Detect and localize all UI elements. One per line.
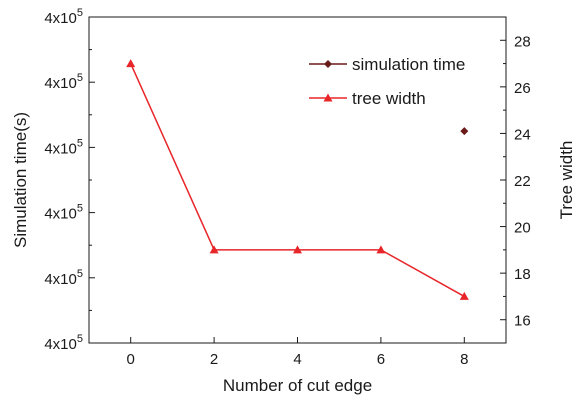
legend-label-tree-width: tree width <box>352 89 426 108</box>
legend-marker-triangle <box>323 93 333 102</box>
left-tick-label: 4x105 <box>44 7 83 27</box>
tree-width-point <box>459 291 469 300</box>
legend-label-simulation-time: simulation time <box>352 55 465 74</box>
x-tick-label: 4 <box>293 351 301 368</box>
x-tick-label: 0 <box>127 351 135 368</box>
right-tick-label: 16 <box>514 313 531 330</box>
left-tick-label: 4x105 <box>44 268 83 288</box>
left-tick-label: 4x105 <box>44 203 83 223</box>
tree-width-point <box>126 59 136 68</box>
right-tick-label: 28 <box>514 33 531 50</box>
right-tick-label: 24 <box>514 126 531 143</box>
right-axis-ticks: 16 18 20 22 24 26 28 <box>500 16 531 330</box>
series-layer <box>126 59 469 300</box>
tree-width-point <box>293 245 302 254</box>
left-axis-title: Simulation time(s) <box>11 112 30 248</box>
right-tick-label: 26 <box>514 80 531 97</box>
legend-item-tree-width: tree width <box>309 89 426 108</box>
legend-item-simulation-time: simulation time <box>309 55 465 74</box>
left-tick-label: 4x105 <box>44 333 83 353</box>
right-axis-title: Tree width <box>557 141 576 220</box>
simulation-time-point <box>460 127 469 136</box>
left-tick-label: 4x105 <box>44 137 83 157</box>
left-axis-ticks: 4x105 4x105 4x105 4x105 4x105 4x105 <box>44 7 95 353</box>
tree-width-point <box>209 245 219 254</box>
x-axis-ticks: 0 2 4 6 8 <box>127 337 468 368</box>
right-tick-label: 18 <box>514 266 531 283</box>
right-tick-label: 20 <box>514 220 531 237</box>
right-tick-label: 22 <box>514 173 531 190</box>
x-tick-label: 8 <box>460 351 468 368</box>
legend-marker-diamond <box>324 60 332 68</box>
tree-width-point <box>376 245 386 254</box>
legend: simulation time tree width <box>309 55 465 108</box>
x-tick-label: 2 <box>210 351 218 368</box>
x-tick-label: 6 <box>377 351 385 368</box>
left-tick-label: 4x105 <box>44 72 83 92</box>
x-axis-title: Number of cut edge <box>223 376 372 395</box>
